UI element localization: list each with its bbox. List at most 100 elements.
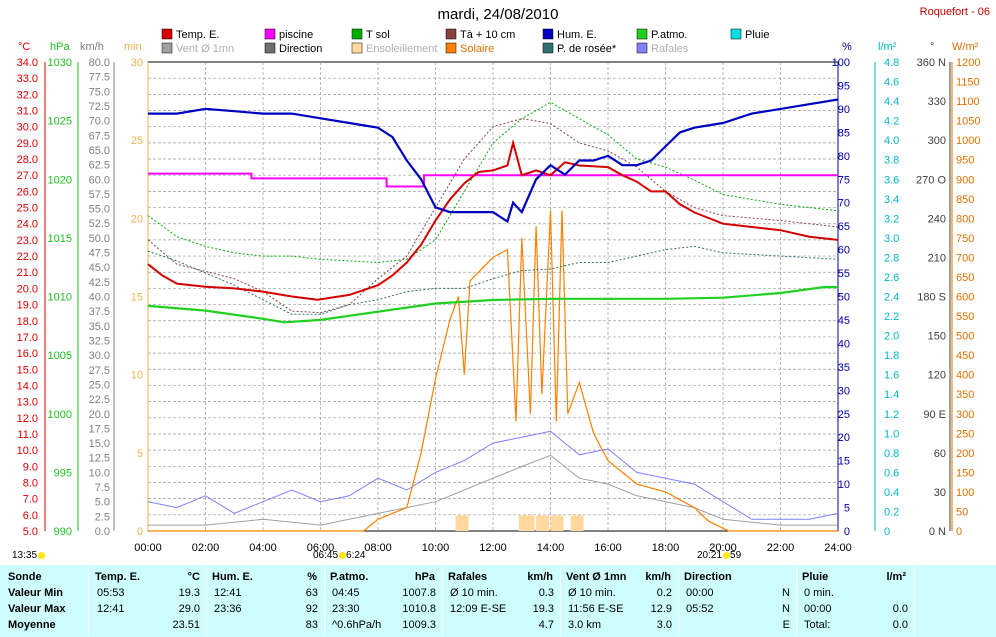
lm2-tick: 4.6 — [884, 77, 899, 89]
time-tick: 14:00 — [537, 542, 565, 554]
legend-swatch — [636, 42, 648, 54]
wm2-tick: 700 — [956, 252, 974, 264]
stats-separator — [324, 567, 325, 635]
kmh-tick: 27.5 — [89, 365, 110, 377]
stats-cell-time: 12:41 — [214, 587, 242, 599]
temp-tick: 20.0 — [17, 283, 38, 295]
hpa-tick: 1015 — [48, 233, 72, 245]
kmh-tick: 22.5 — [89, 394, 110, 406]
wm2-tick: 1200 — [956, 57, 980, 69]
wm2-tick: 250 — [956, 428, 974, 440]
pct-tick: 45 — [838, 315, 850, 327]
wm2-tick: 400 — [956, 370, 974, 382]
deg-tick: 60 — [934, 448, 946, 460]
stats-separator — [914, 567, 915, 635]
kmh-tick: 15.0 — [89, 438, 110, 450]
lm2-tick: 1.6 — [884, 370, 899, 382]
stats-cell-value: 4.7 — [538, 619, 554, 631]
kmh-tick: 52.5 — [89, 218, 110, 230]
axis-unit-label: % — [842, 41, 852, 53]
series-p-atmo- — [147, 286, 838, 324]
stats-cell-time: 0 min. — [804, 587, 834, 599]
temp-tick: 21.0 — [17, 267, 38, 279]
hpa-tick: 1025 — [48, 116, 72, 128]
wm2-tick: 1150 — [956, 77, 980, 89]
kmh-tick: 5.0 — [95, 497, 110, 509]
time-tick: 20:00 — [709, 542, 737, 554]
stats-unit: km/h — [527, 571, 553, 583]
deg-tick: 0 N — [929, 526, 946, 538]
stats-cell-value: 63 — [305, 587, 318, 599]
kmh-tick: 7.5 — [95, 482, 110, 494]
wm2-tick: 950 — [956, 155, 974, 167]
min-tick: 10 — [131, 370, 143, 382]
temp-tick: 26.0 — [17, 186, 38, 198]
lm2-tick: 2.2 — [884, 311, 899, 323]
wm2-tick: 800 — [956, 213, 974, 225]
wm2-tick: 1100 — [956, 96, 980, 108]
kmh-tick: 37.5 — [89, 306, 110, 318]
temp-tick: 27.0 — [17, 170, 38, 182]
legend-swatch — [351, 42, 363, 54]
min-tick: 25 — [131, 135, 143, 147]
legend-label: Temp. E. — [176, 29, 219, 41]
pct-tick: 50 — [838, 292, 850, 304]
series-p-de-ros-e- — [147, 245, 839, 315]
stats-cell-value: 23.51 — [172, 619, 200, 631]
stats-cell-time: 00:00 — [686, 587, 714, 599]
stats-separator — [442, 567, 443, 635]
time-tick: 06:00 — [307, 542, 335, 554]
temp-tick: 22.0 — [17, 251, 38, 263]
series-temp-e- — [147, 138, 839, 301]
lm2-tick: 0.6 — [884, 467, 899, 479]
hpa-tick: 1020 — [48, 174, 72, 186]
hpa-tick: 995 — [54, 467, 72, 479]
legend-swatch — [264, 28, 276, 40]
time-tick: 18:00 — [652, 542, 680, 554]
lm2-tick: 2.0 — [884, 331, 899, 343]
time-tick: 10:00 — [422, 542, 450, 554]
stats-separator — [206, 567, 207, 635]
legend-label: Solaire — [460, 43, 494, 55]
stats-cell-value: 1009.3 — [402, 619, 436, 631]
wm2-tick: 150 — [956, 467, 974, 479]
stats-unit: l/m² — [886, 571, 906, 583]
sunshine-bar — [550, 515, 564, 531]
temp-tick: 25.0 — [17, 203, 38, 215]
lm2-tick: 0.8 — [884, 448, 899, 460]
kmh-tick: 50.0 — [89, 233, 110, 245]
sunshine-bar — [536, 515, 550, 531]
legend-label: P. de rosée* — [557, 43, 617, 55]
temp-tick: 29.0 — [17, 138, 38, 150]
legend-swatch — [445, 28, 457, 40]
pct-tick: 90 — [838, 104, 850, 116]
stats-header: Sonde — [8, 571, 42, 583]
stats-separator — [678, 567, 679, 635]
time-tick: 02:00 — [192, 542, 220, 554]
temp-tick: 8.0 — [23, 477, 38, 489]
stats-cell-value: 1010.8 — [402, 603, 436, 615]
series-t-sol — [147, 101, 839, 264]
temp-tick: 11.0 — [17, 429, 38, 441]
stats-cell-time: 12:41 — [97, 603, 125, 615]
wm2-tick: 500 — [956, 331, 974, 343]
min-tick: 30 — [131, 57, 143, 69]
series-hum-e- — [148, 98, 839, 224]
series-piscine — [148, 172, 838, 188]
kmh-tick: 2.5 — [95, 511, 110, 523]
deg-tick: 240 — [928, 213, 946, 225]
stats-cell-value: 0.0 — [892, 619, 908, 631]
stats-separator — [560, 567, 561, 635]
temp-tick: 5.0 — [23, 526, 38, 538]
pct-tick: 65 — [838, 221, 850, 233]
temp-tick: 24.0 — [17, 219, 38, 231]
weather-chart: 5.0 6.0 7.0 8.0 9.0 10.0 11.0 12.0 13.0 14.0 15.0 1… — [17, 28, 980, 554]
kmh-tick: 0.0 — [95, 526, 110, 538]
legend-swatch — [161, 28, 173, 40]
stats-row-label: Moyenne — [8, 619, 56, 631]
hpa-tick: 1005 — [48, 350, 72, 362]
stats-cell-time: 00:00 — [804, 603, 832, 615]
wm2-tick: 50 — [956, 506, 968, 518]
stats-cell-value: 19.3 — [532, 603, 554, 615]
time-tick: 22:00 — [767, 542, 795, 554]
